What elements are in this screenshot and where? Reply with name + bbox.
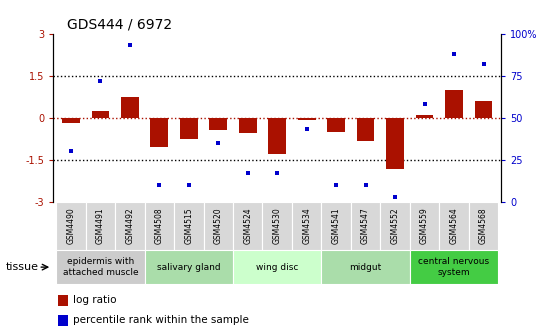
Bar: [56, 250, 144, 284]
Point: [332, 182, 340, 187]
Bar: [263, 202, 292, 250]
Text: GSM4524: GSM4524: [243, 208, 252, 244]
Bar: [439, 202, 469, 250]
Bar: [86, 202, 115, 250]
Bar: [209, 118, 227, 130]
Bar: [58, 295, 68, 306]
Text: central nervous
system: central nervous system: [418, 257, 489, 277]
Text: GSM4490: GSM4490: [67, 208, 76, 244]
Bar: [180, 118, 198, 138]
Point: [450, 51, 459, 56]
Bar: [410, 250, 498, 284]
Bar: [445, 90, 463, 118]
Point: [273, 170, 282, 176]
Text: GSM4534: GSM4534: [302, 208, 311, 244]
Text: GSM4491: GSM4491: [96, 208, 105, 244]
Text: GSM4547: GSM4547: [361, 208, 370, 244]
Text: wing disc: wing disc: [256, 263, 298, 271]
Text: GSM4564: GSM4564: [450, 208, 459, 244]
Bar: [58, 315, 68, 326]
Point: [479, 61, 488, 67]
Bar: [469, 202, 498, 250]
Point: [391, 194, 400, 199]
Text: GSM4541: GSM4541: [332, 208, 340, 244]
Point: [214, 140, 223, 145]
Bar: [357, 118, 375, 141]
Bar: [62, 118, 80, 123]
Bar: [292, 202, 321, 250]
Bar: [321, 250, 410, 284]
Text: GSM4568: GSM4568: [479, 208, 488, 244]
Bar: [475, 101, 492, 118]
Bar: [121, 97, 139, 118]
Bar: [56, 202, 86, 250]
Text: GSM4520: GSM4520: [214, 208, 223, 244]
Point: [184, 182, 193, 187]
Bar: [351, 202, 380, 250]
Bar: [410, 202, 439, 250]
Bar: [203, 202, 233, 250]
Text: GSM4515: GSM4515: [184, 208, 193, 244]
Text: percentile rank within the sample: percentile rank within the sample: [73, 316, 249, 325]
Text: GDS444 / 6972: GDS444 / 6972: [67, 17, 172, 31]
Text: epidermis with
attached muscle: epidermis with attached muscle: [63, 257, 138, 277]
Bar: [321, 202, 351, 250]
Point: [420, 101, 429, 107]
Bar: [151, 118, 168, 147]
Point: [302, 127, 311, 132]
Bar: [239, 118, 256, 133]
Bar: [233, 202, 263, 250]
Bar: [115, 202, 144, 250]
Bar: [298, 118, 315, 120]
Point: [96, 78, 105, 83]
Point: [67, 149, 76, 154]
Point: [155, 182, 164, 187]
Bar: [174, 202, 203, 250]
Bar: [91, 112, 109, 118]
Bar: [386, 118, 404, 169]
Text: tissue: tissue: [6, 262, 39, 272]
Bar: [380, 202, 410, 250]
Bar: [144, 202, 174, 250]
Text: GSM4508: GSM4508: [155, 208, 164, 244]
Point: [125, 43, 134, 48]
Text: midgut: midgut: [349, 263, 382, 271]
Text: GSM4552: GSM4552: [390, 208, 400, 244]
Point: [361, 182, 370, 187]
Bar: [144, 250, 233, 284]
Bar: [327, 118, 345, 132]
Text: GSM4559: GSM4559: [420, 208, 429, 244]
Point: [243, 170, 252, 176]
Text: GSM4530: GSM4530: [273, 208, 282, 244]
Bar: [416, 115, 433, 118]
Bar: [268, 118, 286, 154]
Bar: [233, 250, 321, 284]
Text: GSM4492: GSM4492: [125, 208, 134, 244]
Text: log ratio: log ratio: [73, 295, 117, 305]
Text: salivary gland: salivary gland: [157, 263, 221, 271]
